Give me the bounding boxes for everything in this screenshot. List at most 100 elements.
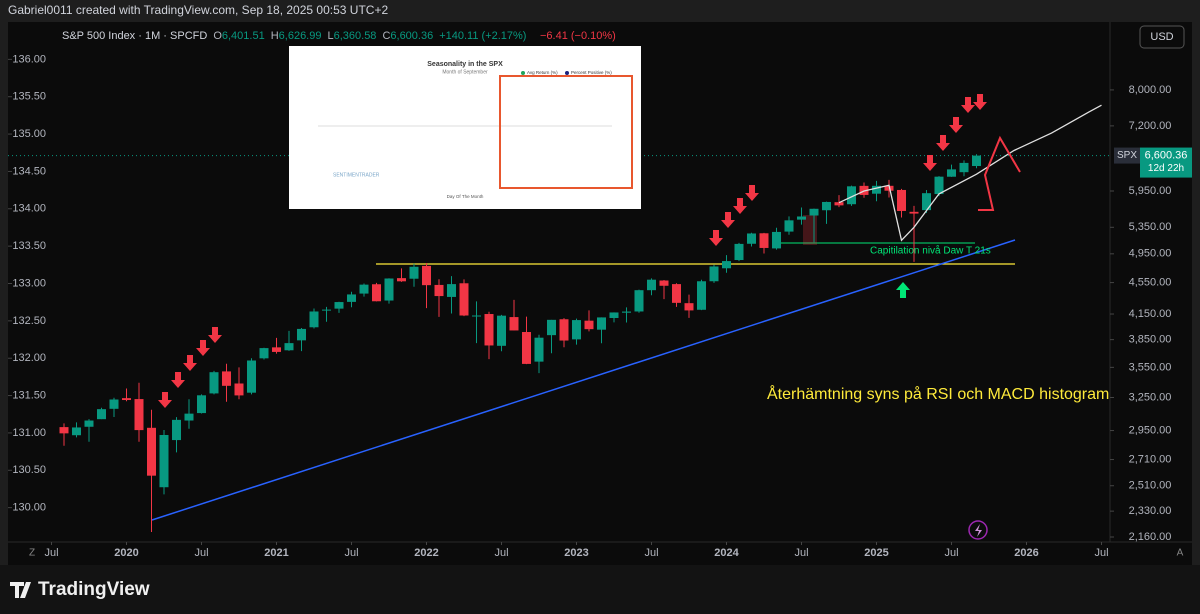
legend-key: C [382,30,390,42]
candle-body [922,193,931,211]
candle-body [172,419,181,441]
down-arrow [171,372,185,388]
brand-logo: TradingView [10,579,150,600]
legend-key: L [327,30,333,42]
inset-x-label: Day Of The Month [447,194,484,199]
y-tick-label: 2,510.00 [1129,480,1172,492]
candle-body [247,360,256,393]
inset-legend: Percent Positive (%) [571,70,612,75]
legend-key: O [213,30,222,42]
currency-button[interactable] [1139,25,1185,49]
candle-body [734,243,744,261]
y-tick-label: 2,950.00 [1129,424,1172,436]
y-tick-label: 7,200.00 [1129,120,1172,132]
y-tick-label: 3,550.00 [1129,361,1172,373]
candle-body [972,155,981,167]
candle-body [97,409,106,420]
candle-body [534,337,544,362]
x-tick-label: 2024 [714,547,739,559]
candle-body [184,413,194,421]
candle-body [834,202,844,206]
corner-button[interactable]: Z [29,548,35,559]
candle-body [422,265,431,286]
legend-value: 6,360.58 [334,30,377,42]
candle-body [622,311,631,313]
candle-body [284,343,294,351]
candle-body [572,320,581,340]
lightning-icon [975,524,982,537]
candle-body [909,211,919,214]
candle-body [109,399,119,409]
candle-body [797,216,806,220]
brand-name: TradingView [38,579,150,600]
corner-button[interactable]: A [1177,548,1184,559]
down-arrow [709,230,723,246]
x-tick-label: Jul [944,547,958,559]
candle-body [659,280,669,286]
candle-body [509,317,519,331]
trend-line [151,239,1016,521]
down-arrow [183,355,197,371]
lightning-button[interactable] [968,520,988,540]
legend-change: +140.11 (+2.17%) [439,30,526,42]
inset-legend-swatch [565,71,569,75]
candle-body [609,312,619,318]
down-arrow [973,94,987,110]
x-tick-label: Jul [194,547,208,559]
candle-body [872,185,881,194]
candle-body [372,284,381,302]
candle-body [459,283,469,316]
y-tick-label: 5,350.00 [1129,221,1172,233]
inset-highlight-box [499,75,633,189]
candle-body [772,231,781,249]
candle-body [134,399,144,431]
x-tick-label: Jul [794,547,808,559]
plot: SPX 6,600.36 12d 22h Capitilation nivå Daw … [8,94,1192,540]
candle-body [472,315,481,317]
down-arrow [923,155,937,171]
down-arrow [208,327,222,343]
x-tick-label: Jul [44,547,58,559]
x-tick-label: 2023 [564,547,588,559]
down-arrow [961,97,975,113]
y-tick-label: 2,330.00 [1129,505,1172,517]
inset-frame [289,46,641,209]
x-tick-label: Jul [494,547,508,559]
candle-body [709,266,719,282]
down-arrow [733,198,747,214]
candle-body [584,320,594,330]
price-box [1140,147,1192,178]
legend-value: 6,626.99 [279,30,322,42]
y-tick-label: 2,710.00 [1129,453,1172,465]
x-tick-label: 2020 [114,547,138,559]
candle-body [597,317,606,330]
candle-body [359,284,369,294]
y-tick-label: 4,950.00 [1129,248,1172,260]
y2-tick-label: 132.50 [12,315,46,327]
candle-body [272,347,281,352]
candle-body [147,427,156,476]
candle-body [297,328,306,341]
candle-body [159,434,169,488]
x-tick-label: Jul [1094,547,1108,559]
y2-tick-label: 130.00 [12,502,46,514]
candle-body [197,395,206,414]
recovery-note: Återhämtning syns på RSI och MACD histog… [767,384,1109,403]
candle-body [947,169,956,177]
price-value: 6,600.36 [1145,149,1188,161]
inset-subtitle: Month of September [442,69,488,75]
candle-body [809,208,819,216]
candle-body [334,302,344,309]
down-arrow [158,392,172,408]
author-line: Gabriel0011 created with TradingView.com… [8,3,388,17]
y2-tick-label: 132.00 [12,352,46,364]
candle-body [409,266,419,279]
legend-value: 6,401.51 [222,30,265,42]
candle-body [72,427,81,436]
chart-title: S&P 500 Index · 1M · SPCFD [62,30,207,42]
down-arrow [949,117,963,133]
candle-body [647,279,656,291]
candle-body [59,427,69,434]
candle-body [322,309,331,311]
